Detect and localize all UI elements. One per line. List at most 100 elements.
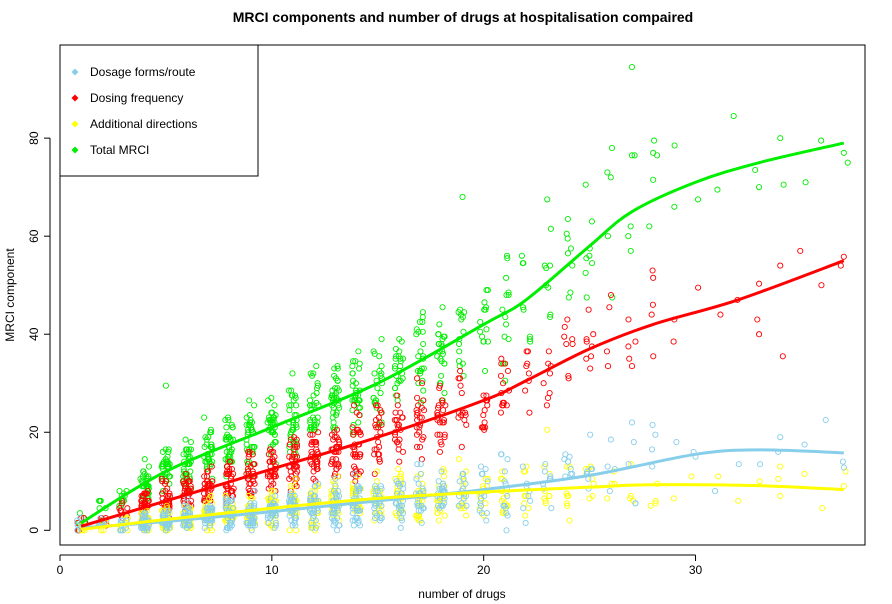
data-point	[652, 431, 659, 438]
data-point	[455, 340, 463, 348]
data-point	[461, 416, 468, 424]
data-point	[417, 348, 424, 355]
data-point	[141, 456, 148, 463]
data-point	[543, 402, 550, 409]
data-point	[373, 424, 380, 431]
data-point	[309, 431, 316, 438]
data-point	[484, 287, 491, 294]
data-point	[419, 309, 426, 316]
data-point	[414, 375, 421, 382]
data-point	[245, 492, 252, 500]
data-point	[350, 431, 357, 438]
data-point	[735, 461, 742, 468]
data-point	[627, 223, 634, 230]
data-point	[416, 367, 424, 375]
data-point	[334, 507, 341, 514]
data-point	[77, 514, 84, 522]
data-point	[419, 436, 426, 443]
data-point	[630, 439, 637, 446]
data-point	[306, 397, 314, 404]
x-tick-label: 10	[265, 563, 279, 577]
data-point	[286, 527, 293, 534]
data-point	[392, 409, 399, 416]
data-point	[652, 497, 659, 504]
data-point	[777, 262, 784, 269]
data-point	[399, 375, 406, 382]
data-point	[777, 492, 784, 500]
data-point	[441, 360, 448, 367]
data-point	[356, 360, 363, 367]
data-point	[565, 375, 572, 382]
data-point	[97, 497, 104, 504]
data-point	[397, 363, 404, 370]
data-point	[587, 431, 594, 438]
highlight-points	[544, 426, 847, 500]
data-point	[504, 512, 511, 519]
data-point	[378, 502, 385, 509]
x-tick-label: 20	[477, 563, 491, 577]
data-point	[670, 338, 677, 345]
data-point	[607, 174, 614, 181]
data-point	[330, 394, 337, 401]
data-point	[818, 282, 825, 289]
data-point	[307, 416, 314, 424]
data-point	[307, 431, 314, 438]
data-point	[688, 473, 695, 480]
data-point	[419, 380, 426, 387]
data-point	[520, 505, 527, 512]
data-point	[116, 505, 123, 512]
data-point	[671, 142, 678, 149]
data-point	[649, 301, 656, 308]
data-point	[394, 397, 401, 404]
legend-marker	[71, 146, 79, 154]
data-point	[350, 402, 358, 409]
data-point	[375, 424, 382, 431]
data-point	[503, 291, 510, 299]
data-point	[139, 473, 146, 480]
data-point	[313, 363, 320, 370]
data-point	[179, 478, 186, 485]
data-point	[413, 326, 420, 333]
smooth-lines-layer	[80, 141, 845, 531]
data-point	[372, 416, 380, 424]
data-point	[436, 382, 443, 389]
data-point	[350, 522, 357, 529]
data-point	[564, 316, 571, 323]
data-point	[840, 483, 847, 490]
data-point	[438, 441, 445, 448]
data-point	[246, 448, 253, 455]
legend-label: Total MRCI	[90, 143, 149, 157]
data-point	[652, 500, 659, 507]
data-point	[777, 463, 784, 470]
data-point	[818, 137, 825, 144]
legend-label: Additional directions	[90, 117, 197, 131]
data-point	[311, 421, 318, 428]
data-point	[435, 478, 442, 485]
legend: Dosage forms/route Dosing frequency Additi…	[59, 44, 259, 177]
data-point	[438, 397, 446, 404]
data-point	[251, 402, 258, 409]
data-point	[229, 424, 236, 431]
data-point	[207, 426, 215, 433]
data-point	[349, 470, 356, 477]
data-point	[165, 448, 172, 455]
data-point	[649, 267, 656, 274]
data-point	[587, 365, 594, 372]
data-point	[354, 505, 361, 512]
data-point	[399, 414, 406, 421]
data-point	[648, 311, 655, 318]
data-point	[524, 348, 531, 355]
data-point	[546, 314, 554, 321]
data-point	[567, 470, 574, 477]
data-point	[419, 485, 426, 492]
smooth-line	[81, 483, 844, 531]
data-point	[184, 522, 191, 529]
data-point	[76, 510, 83, 517]
data-point	[266, 416, 273, 424]
data-point	[540, 380, 547, 387]
data-point	[226, 458, 233, 465]
data-point	[435, 331, 442, 338]
data-point	[779, 353, 786, 360]
data-point	[583, 294, 590, 301]
